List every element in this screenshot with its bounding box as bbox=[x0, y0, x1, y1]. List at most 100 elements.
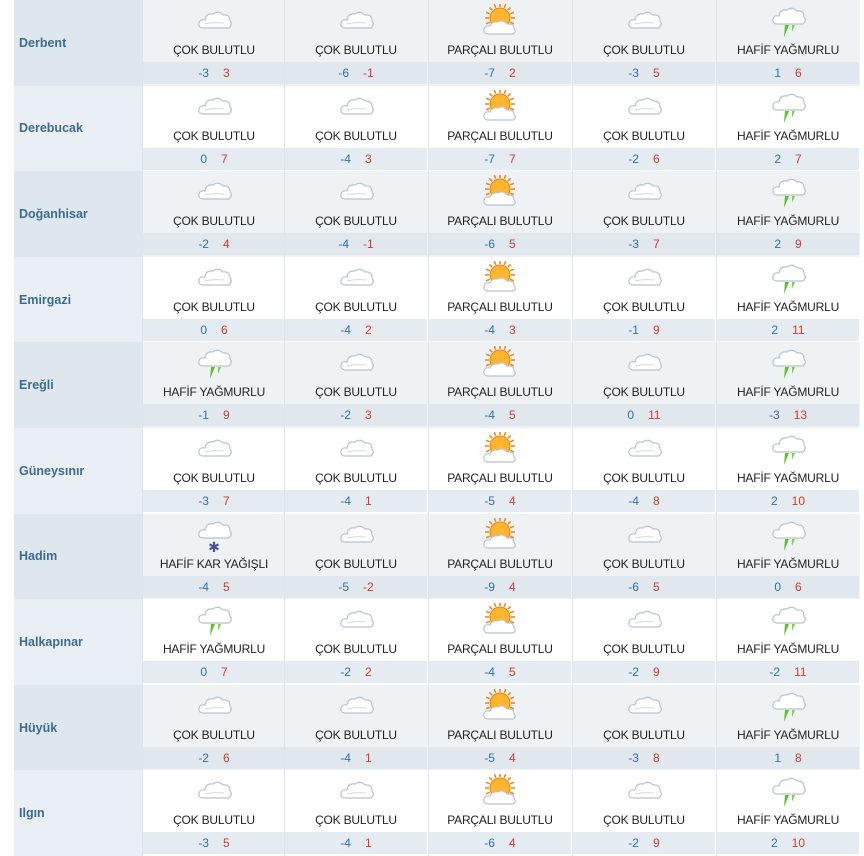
city-name[interactable]: Ereğli bbox=[14, 342, 142, 428]
condition-label: ÇOK BULUTLU bbox=[603, 470, 685, 485]
temperature-bar: -2 11 bbox=[717, 661, 859, 684]
rain-cloud-icon bbox=[768, 603, 808, 637]
cloud-icon bbox=[624, 4, 664, 38]
forecast-cell: PARÇALI BULUTLU -7 7 bbox=[428, 85, 571, 172]
sun-cloud-icon bbox=[480, 259, 520, 295]
city-name[interactable]: Hüyük bbox=[14, 684, 142, 771]
condition-label: ÇOK BULUTLU bbox=[315, 43, 397, 57]
condition-label: ÇOK BULUTLU bbox=[173, 214, 255, 229]
condition-label: HAFİF KAR YAĞIŞLI bbox=[159, 556, 269, 571]
table-row: Emirgazi ÇOK BULUTLU 0 6 ÇOK BULUTLU -4 2 PARÇA… bbox=[14, 256, 860, 343]
city-name[interactable]: Hadim bbox=[14, 513, 142, 600]
forecast-cell: PARÇALI BULUTLU -6 4 bbox=[428, 770, 571, 856]
condition-label: ÇOK BULUTLU bbox=[603, 727, 685, 742]
temperature-bar: -3 5 bbox=[573, 62, 715, 84]
city-name[interactable]: Güneysınır bbox=[14, 427, 142, 514]
forecast-cell: HAFİF YAĞMURLU 2 10 bbox=[716, 427, 859, 514]
condition-label: PARÇALI BULUTLU bbox=[447, 43, 553, 57]
condition-label: ÇOK BULUTLU bbox=[173, 43, 255, 57]
condition-label: HAFİF YAĞMURLU bbox=[736, 727, 840, 742]
max-temperature: 6 bbox=[795, 579, 802, 594]
cloud-icon bbox=[624, 518, 664, 552]
temperature-bar: -3 7 bbox=[573, 233, 715, 256]
max-temperature: 4 bbox=[508, 579, 516, 594]
condition-label: PARÇALI BULUTLU bbox=[447, 470, 553, 485]
max-temperature: 4 bbox=[222, 237, 230, 252]
condition-label: ÇOK BULUTLU bbox=[603, 556, 685, 571]
city-name[interactable]: Emirgazi bbox=[14, 256, 142, 343]
temperature-bar: -5 4 bbox=[429, 746, 571, 769]
condition-label: PARÇALI BULUTLU bbox=[447, 556, 553, 571]
forecast-cell: PARÇALI BULUTLU -5 4 bbox=[428, 684, 571, 771]
max-temperature: 5 bbox=[508, 665, 516, 680]
max-temperature: 5 bbox=[508, 408, 516, 423]
forecast-cell: ÇOK BULUTLU -3 5 bbox=[572, 0, 715, 86]
city-name[interactable]: Halkapınar bbox=[14, 599, 142, 685]
temperature-bar: -2 9 bbox=[573, 661, 715, 684]
rain-cloud-icon bbox=[768, 261, 808, 295]
temperature-bar: -2 9 bbox=[573, 832, 715, 855]
cloud-icon bbox=[194, 261, 234, 295]
temperature-bar: -4 1 bbox=[285, 489, 427, 512]
forecast-cell: HAFİF YAĞMURLU 2 9 bbox=[716, 171, 859, 257]
condition-label: ÇOK BULUTLU bbox=[315, 470, 397, 485]
condition-label: ÇOK BULUTLU bbox=[603, 43, 685, 57]
city-name[interactable]: Derebucak bbox=[14, 85, 142, 172]
min-temperature: -5 bbox=[484, 750, 495, 765]
forecast-cell: HAFİF YAĞMURLU -2 11 bbox=[716, 599, 859, 685]
max-temperature: 7 bbox=[221, 665, 228, 680]
temperature-bar: -5 -2 bbox=[285, 575, 427, 598]
min-temperature: 0 bbox=[200, 151, 207, 166]
forecast-cell: ÇOK BULUTLU -2 4 bbox=[142, 171, 285, 257]
cloud-icon bbox=[194, 4, 234, 38]
table-row: Doğanhisar ÇOK BULUTLU -2 4 ÇOK BULUTLU -4 -1 P… bbox=[14, 171, 860, 257]
min-temperature: 0 bbox=[200, 322, 207, 337]
max-temperature: 8 bbox=[795, 750, 802, 765]
forecast-cell: ÇOK BULUTLU 0 6 bbox=[142, 256, 285, 343]
min-temperature: -4 bbox=[340, 151, 351, 166]
max-temperature: 6 bbox=[795, 66, 802, 80]
cloud-icon bbox=[194, 175, 234, 209]
condition-label: ÇOK BULUTLU bbox=[315, 385, 397, 400]
table-row: Derbent ÇOK BULUTLU -3 3 ÇOK BULUTLU -6 -1 PARÇ… bbox=[14, 0, 860, 86]
condition-label: PARÇALI BULUTLU bbox=[447, 813, 553, 828]
temperature-bar: -2 6 bbox=[573, 147, 715, 170]
condition-label: ÇOK BULUTLU bbox=[173, 299, 255, 314]
max-temperature: 5 bbox=[652, 579, 660, 594]
cloud-icon bbox=[336, 4, 376, 38]
min-temperature: -7 bbox=[484, 66, 495, 80]
forecast-cell: ÇOK BULUTLU -2 9 bbox=[572, 599, 715, 685]
city-name[interactable]: Ilgın bbox=[14, 770, 142, 856]
table-row: Ilgın ÇOK BULUTLU -3 5 ÇOK BULUTLU -4 1 PARÇALI… bbox=[14, 770, 860, 856]
max-temperature: 5 bbox=[508, 237, 516, 252]
max-temperature: 11 bbox=[794, 665, 807, 680]
min-temperature: -4 bbox=[484, 665, 495, 680]
city-name[interactable]: Derbent bbox=[14, 0, 142, 86]
condition-label: ÇOK BULUTLU bbox=[603, 299, 685, 314]
city-name[interactable]: Doğanhisar bbox=[14, 171, 142, 257]
cloud-icon bbox=[194, 689, 234, 723]
max-temperature: 5 bbox=[222, 579, 230, 594]
max-temperature: 9 bbox=[652, 665, 660, 680]
min-temperature: -6 bbox=[338, 66, 349, 80]
forecast-cell: PARÇALI BULUTLU -9 4 bbox=[428, 513, 571, 600]
max-temperature: 6 bbox=[221, 322, 228, 337]
cloud-icon bbox=[624, 261, 664, 295]
condition-label: ÇOK BULUTLU bbox=[173, 128, 255, 143]
min-temperature: -4 bbox=[484, 408, 495, 423]
cloud-icon bbox=[336, 774, 376, 808]
condition-label: ÇOK BULUTLU bbox=[603, 385, 685, 400]
condition-label: HAFİF YAĞMURLU bbox=[162, 385, 266, 400]
condition-label: ÇOK BULUTLU bbox=[315, 299, 397, 314]
cloud-icon bbox=[624, 346, 664, 380]
forecast-cell: ÇOK BULUTLU -4 3 bbox=[284, 85, 427, 172]
temperature-bar: -1 9 bbox=[573, 318, 715, 341]
sun-cloud-icon bbox=[480, 3, 520, 38]
condition-label: ÇOK BULUTLU bbox=[173, 727, 255, 742]
forecast-cell: PARÇALI BULUTLU -4 5 bbox=[428, 599, 571, 685]
min-temperature: -4 bbox=[198, 579, 209, 594]
temperature-bar: -4 5 bbox=[143, 575, 285, 598]
